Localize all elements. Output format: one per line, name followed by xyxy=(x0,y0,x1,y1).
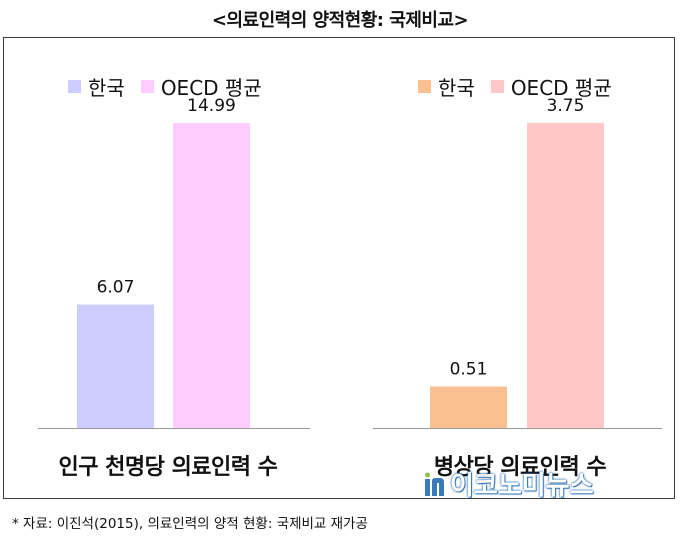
legend-left: 한국 OECD 평균 xyxy=(68,72,278,101)
watermark: 이코노미뉴스 xyxy=(424,465,594,502)
xlabel-left: 인구 천명당 의료인력 수 xyxy=(58,455,278,480)
legend-label-oecd: OECD 평균 xyxy=(510,76,612,100)
chart-frame xyxy=(3,37,675,499)
legend-swatch-korea xyxy=(418,80,431,93)
legend-swatch-korea xyxy=(68,80,81,93)
data-label-oecd: 14.99 xyxy=(187,96,236,116)
bar-oecd xyxy=(173,123,250,428)
watermark-logo-icon xyxy=(425,472,444,496)
legend-label-korea: 한국 xyxy=(438,76,475,100)
source-note: * 자료: 이진석(2015), 의료인력의 양적 현황: 국제비교 재가공 xyxy=(12,516,368,532)
legend-swatch-oecd xyxy=(140,80,154,93)
legend-swatch-oecd xyxy=(490,80,504,93)
legend-label-korea: 한국 xyxy=(88,76,125,100)
watermark-text: 이코노미뉴스 xyxy=(450,471,594,501)
legend-right: 한국 OECD 평균 xyxy=(418,72,628,101)
legend-label-oecd: OECD 평균 xyxy=(160,76,262,100)
xlabel-right: 병상당 의료인력 수 xyxy=(433,455,607,480)
chart-title: <의료인력의 양적현황: 국제비교> xyxy=(211,10,469,31)
data-label-korea: 0.51 xyxy=(450,360,488,380)
bar-korea xyxy=(430,386,507,428)
data-label-oecd: 3.75 xyxy=(547,96,585,116)
bar-oecd xyxy=(527,122,604,429)
data-label-korea: 6.07 xyxy=(97,278,135,298)
bar-korea xyxy=(77,304,154,428)
